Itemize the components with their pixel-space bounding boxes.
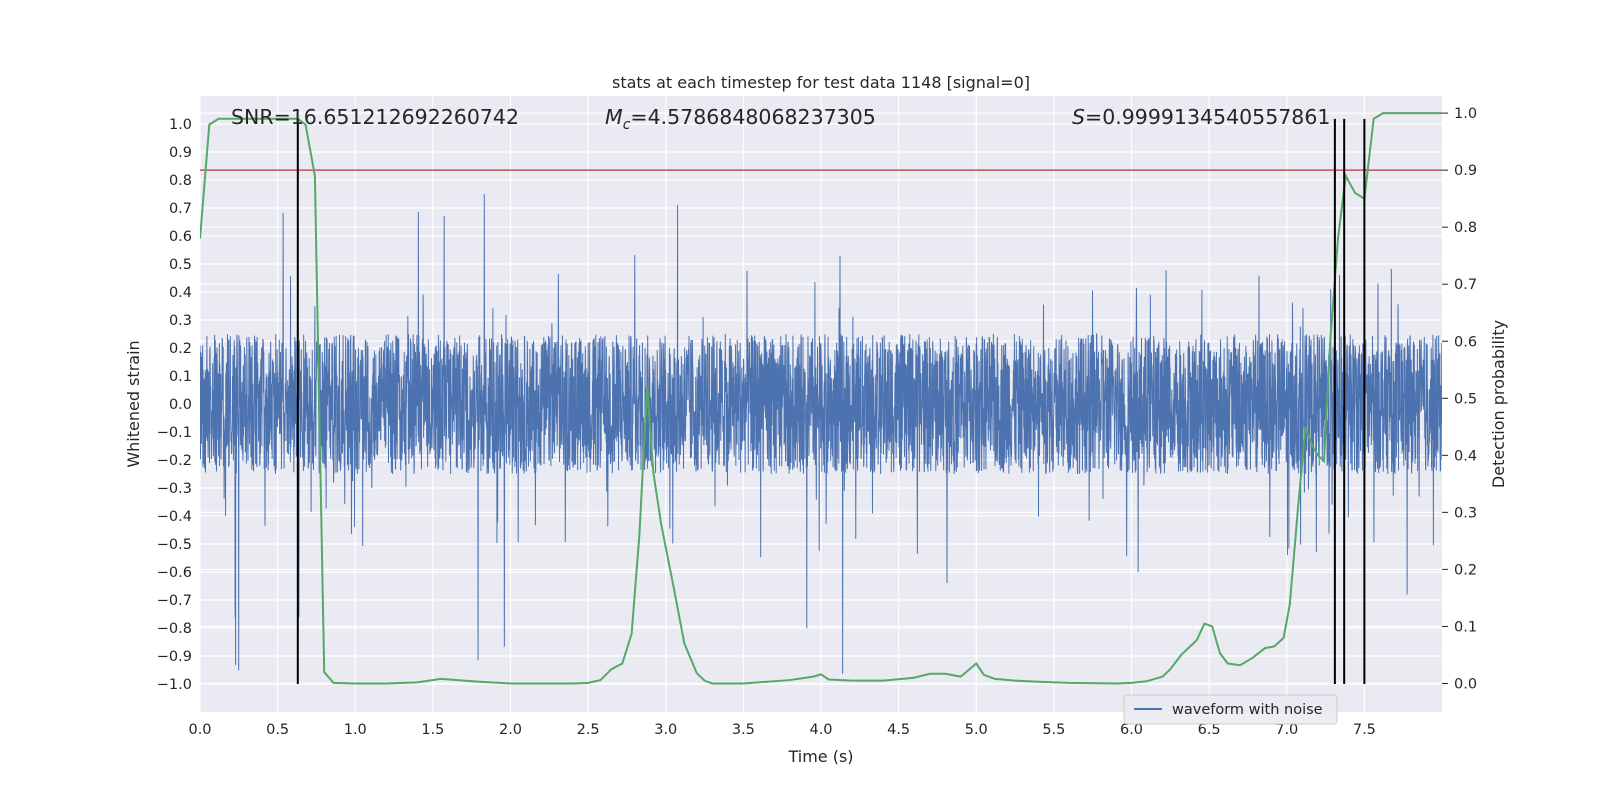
x-tick-label: 6.0 (1120, 722, 1143, 738)
probability-series-line (200, 112, 1442, 685)
y2-tick-label: 0.7 (1454, 277, 1477, 293)
y2-tick-label: 1.0 (1454, 106, 1477, 122)
chirp-mass-symbol: M (605, 105, 623, 129)
y-tick-label: 0.8 (169, 173, 192, 189)
chirp-mass-value: =4.5786848068237305 (630, 105, 875, 129)
y-tick-label: −0.9 (157, 649, 192, 665)
y-tick-label: −0.8 (157, 621, 192, 637)
x-tick-label: 5.0 (965, 722, 988, 738)
y-tick-label: −0.6 (157, 565, 192, 581)
y2-tick-label: 0.3 (1454, 505, 1477, 521)
y2-tick-label: 0.6 (1454, 334, 1477, 350)
chirp-mass-subscript: c (623, 117, 631, 133)
score-symbol: S (1072, 105, 1085, 129)
y-tick-label: −0.2 (157, 453, 192, 469)
x-tick-label: 4.0 (809, 722, 832, 738)
x-tick-label: 1.0 (344, 722, 367, 738)
y-tick-label: 0.3 (169, 313, 192, 329)
strain-series-line (200, 194, 1442, 674)
legend-label-strain: waveform with noise (1172, 702, 1323, 718)
y2-tick-label: 0.2 (1454, 562, 1477, 578)
x-tick-label: 3.5 (732, 722, 755, 738)
x-tick-label: 7.0 (1275, 722, 1298, 738)
legend-box (1123, 694, 1338, 725)
y-tick-label: 0.2 (169, 341, 192, 357)
y-tick-labels: 1.0 0.9 0.8 0.7 0.6 0.5 0.4 0.3 0.2 0.1 0.0 −0.1 −0.… (157, 117, 192, 693)
y-tick-label: 0.9 (169, 145, 192, 161)
y-tick-label: 0.5 (169, 257, 192, 273)
y-axis-label: Whitened strain (124, 340, 143, 467)
y-tick-label: 0.1 (169, 369, 192, 385)
x-tick-label: 1.5 (421, 722, 444, 738)
y-tick-label: 0.6 (169, 229, 192, 245)
y-tick-label: −1.0 (157, 677, 192, 693)
x-tick-label: 0.0 (188, 722, 211, 738)
x-tick-label: 0.5 (266, 722, 289, 738)
score-annotation: S=0.9999134540557861 (1072, 105, 1330, 129)
y-tick-label: 0.4 (169, 285, 192, 301)
y-tick-label: −0.4 (157, 509, 192, 525)
y2-tick-labels: 1.0 0.9 0.8 0.7 0.6 0.5 0.4 0.3 0.2 0.1 0.0 (1442, 106, 1477, 692)
y2-tick-label: 0.8 (1454, 220, 1477, 236)
y2-tick-label: 0.5 (1454, 391, 1477, 407)
y-tick-label: 1.0 (169, 117, 192, 133)
x-tick-label: 6.5 (1198, 722, 1221, 738)
snr-annotation: SNR=16.651212692260742 (231, 105, 519, 129)
y-tick-label: 0.0 (169, 397, 192, 413)
y2-axis-label: Detection probability (1489, 320, 1508, 488)
y2-tick-label: 0.1 (1454, 619, 1477, 635)
chart-title: stats at each timestep for test data 114… (612, 73, 1030, 92)
y-tick-label: −0.7 (157, 593, 192, 609)
x-tick-label: 2.0 (499, 722, 522, 738)
y2-tick-label: 0.9 (1454, 163, 1477, 179)
y2-tick-label: 0.0 (1454, 676, 1477, 692)
legend: waveform with noise (1123, 694, 1338, 725)
x-tick-label: 2.5 (577, 722, 600, 738)
x-tick-labels: 0.0 0.5 1.0 1.5 2.0 2.5 3.0 3.5 4.0 4.5 5.0 5.5 6.0 6… (188, 722, 1375, 738)
chirp-mass-annotation: Mc=4.5786848068237305 (605, 105, 876, 133)
y-tick-label: 0.7 (169, 201, 192, 217)
x-tick-label: 4.5 (887, 722, 910, 738)
y-tick-label: −0.3 (157, 481, 192, 497)
x-tick-label: 7.5 (1353, 722, 1376, 738)
x-tick-label: 3.0 (654, 722, 677, 738)
x-tick-label: 5.5 (1042, 722, 1065, 738)
x-axis-label: Time (s) (787, 747, 853, 766)
y-tick-label: −0.1 (157, 425, 192, 441)
y2-tick-label: 0.4 (1454, 448, 1477, 464)
y-tick-label: −0.5 (157, 537, 192, 553)
score-value: =0.9999134540557861 (1085, 105, 1330, 129)
detection-vlines (296, 118, 1366, 684)
